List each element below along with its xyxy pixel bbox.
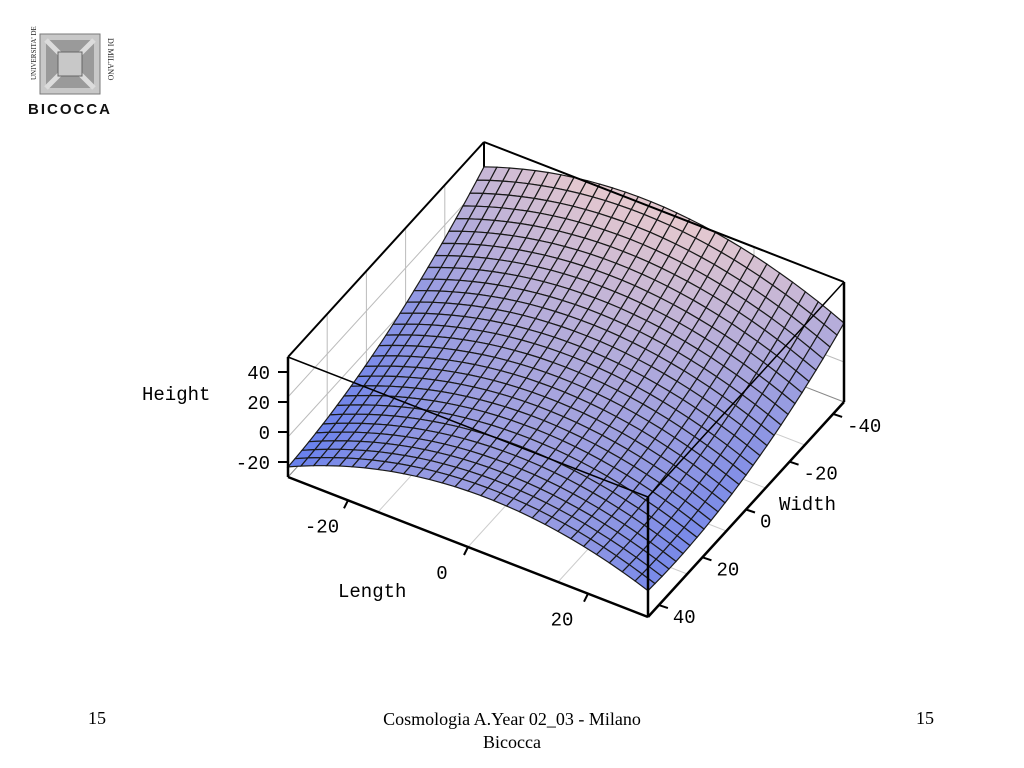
y-tick bbox=[789, 460, 799, 466]
z-tick-label: 0 bbox=[259, 423, 270, 445]
axis-ticks bbox=[278, 371, 843, 610]
logo-name: BICOCCA bbox=[28, 101, 112, 118]
page-number-left: 15 bbox=[88, 708, 106, 728]
y-tick-label: 20 bbox=[716, 559, 739, 581]
tick-labels: -20 0 20 -40 -20 0 20 40 40 20 0 -20 bbox=[236, 363, 882, 632]
y-axis-label: Width bbox=[779, 494, 836, 516]
footer-title-line1: Cosmologia A.Year 02_03 - Milano bbox=[383, 709, 641, 729]
surface-mesh bbox=[286, 166, 845, 592]
z-tick-label: 20 bbox=[247, 393, 270, 415]
footer-title: Cosmologia A.Year 02_03 - Milano Bicocca bbox=[340, 708, 684, 754]
box-edge bbox=[287, 356, 649, 498]
logo-line1: UNIVERSITA' DEGLI STUDI bbox=[30, 26, 38, 80]
x-tick-label: 20 bbox=[551, 610, 574, 632]
page-number-right: 15 bbox=[916, 708, 934, 728]
box-edge bbox=[287, 141, 485, 358]
y-tick-label: 40 bbox=[673, 607, 696, 629]
y-tick bbox=[658, 604, 669, 610]
box-edge bbox=[647, 281, 845, 498]
y-tick bbox=[745, 508, 756, 514]
x-axis-label: Length bbox=[338, 581, 406, 603]
z-tick-label: 40 bbox=[247, 363, 270, 385]
z-tick-label: -20 bbox=[236, 453, 270, 475]
z-axis-label: Height bbox=[142, 384, 210, 406]
x-tick-label: 0 bbox=[436, 563, 447, 585]
y-tick-label: -40 bbox=[847, 416, 881, 438]
footer-title-line2: Bicocca bbox=[483, 732, 541, 752]
logo-line2: DI MILANO bbox=[106, 38, 115, 81]
y-tick-label: -20 bbox=[804, 464, 838, 486]
x-tick bbox=[343, 499, 349, 509]
box-edge bbox=[483, 141, 845, 283]
university-logo: UNIVERSITA' DEGLI STUDI DI MILANO BICOCC… bbox=[28, 0, 116, 118]
y-tick-label: 0 bbox=[760, 512, 771, 534]
x-tick bbox=[463, 546, 469, 556]
y-tick bbox=[832, 412, 843, 418]
x-tick-label: -20 bbox=[305, 516, 339, 538]
x-tick bbox=[583, 593, 589, 603]
grid-line bbox=[287, 181, 485, 398]
y-tick bbox=[702, 556, 712, 562]
